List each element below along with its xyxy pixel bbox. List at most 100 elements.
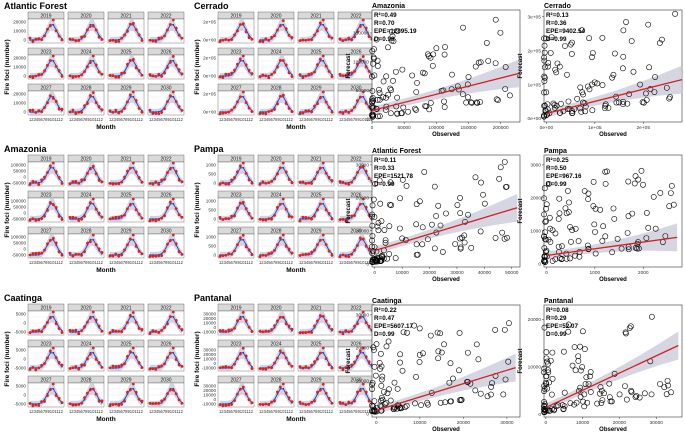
observed-point (330, 179, 334, 182)
forecast-point (365, 29, 368, 31)
observed-point (137, 249, 141, 253)
forecast-point (178, 70, 180, 73)
observed-point (338, 400, 342, 404)
data-point (541, 73, 548, 80)
data-point (549, 227, 556, 234)
observed-point (166, 171, 169, 174)
facet-year: 2026 (350, 193, 361, 199)
observed-point (290, 35, 294, 39)
data-point (426, 106, 433, 113)
data-point (667, 190, 674, 197)
data-point (566, 199, 572, 206)
facet-year: 2028 (80, 86, 91, 92)
data-point (611, 215, 618, 222)
data-point (370, 403, 377, 410)
observed-point (57, 250, 61, 254)
observed-point (60, 253, 64, 257)
observed-point (54, 356, 58, 360)
forecast-point (322, 95, 325, 98)
observed-point (298, 219, 302, 223)
forecast-point (282, 238, 285, 241)
observed-point (278, 166, 282, 170)
data-point (387, 110, 394, 117)
y-tick-label: 5000 (16, 312, 27, 317)
observed-point (270, 328, 274, 331)
data-point (587, 389, 594, 395)
observed-point (168, 388, 172, 392)
data-point (622, 383, 628, 390)
forecast-point (288, 213, 290, 216)
data-point (369, 243, 375, 250)
observed-point (60, 331, 64, 334)
observed-point (40, 251, 44, 255)
observed-point (34, 329, 38, 333)
observed-point (278, 236, 282, 240)
observed-point (258, 112, 262, 115)
observed-point (324, 64, 328, 68)
y-tick-label: 10000 (203, 321, 216, 326)
observed-point (131, 382, 135, 386)
observed-point (284, 102, 288, 105)
observed-point (341, 332, 345, 336)
data-point (424, 399, 431, 406)
observed-point (238, 164, 242, 168)
observed-point (356, 390, 359, 394)
observed-point (353, 399, 356, 403)
observed-point (83, 178, 86, 182)
observed-point (166, 28, 169, 32)
stat-label: R=0.50 (546, 165, 567, 172)
data-point (435, 202, 442, 209)
observed-point (327, 105, 331, 109)
observed-point (310, 363, 314, 367)
data-point (572, 252, 578, 259)
observed-point (51, 96, 55, 100)
forecast-point (239, 315, 242, 318)
data-point (429, 62, 436, 69)
observed-point (171, 18, 175, 22)
data-point (648, 391, 655, 398)
data-point (589, 107, 596, 114)
forecast-point (239, 238, 242, 241)
observed-point (244, 319, 248, 322)
stat-label: R²=0.22 (374, 307, 397, 314)
y-tick-label: -5000 (14, 330, 26, 335)
y-axis-label: Fire foci (number) (194, 331, 201, 386)
observed-point (46, 27, 49, 31)
observed-point (313, 177, 316, 181)
observed-point (330, 253, 334, 257)
y-tick-label: 0 (213, 397, 216, 402)
forecast-point (80, 37, 83, 40)
x-tick-label: 2e+05 (637, 125, 651, 131)
observed-point (281, 233, 285, 237)
observed-point (128, 388, 132, 392)
observed-point (361, 55, 365, 58)
stat-label: EPE=1521.78 (374, 173, 414, 180)
observed-point (327, 397, 331, 400)
data-point (549, 258, 556, 264)
observed-point (330, 110, 334, 114)
data-point (543, 381, 550, 387)
y-axis-label: Fire foci (number) (4, 182, 11, 237)
observed-point (174, 26, 178, 30)
observed-point (100, 251, 104, 254)
forecast-point (279, 351, 282, 354)
data-point (541, 64, 548, 71)
observed-point (166, 66, 169, 69)
facet-year: 2030 (160, 86, 171, 92)
observed-point (48, 24, 52, 28)
data-point (545, 59, 552, 66)
observed-point (37, 404, 41, 407)
data-point (458, 396, 465, 403)
forecast-point (69, 254, 71, 256)
forecast-point (322, 59, 325, 62)
data-point (441, 341, 447, 348)
observed-point (264, 112, 268, 116)
data-point (456, 367, 462, 374)
observed-point (301, 215, 305, 219)
data-point (370, 196, 377, 203)
observed-point (54, 29, 58, 33)
forecast-point (149, 218, 151, 220)
facet-year: 2021 (120, 157, 131, 163)
y-tick-label: 0 (23, 110, 26, 115)
y-tick-label: 1000 (206, 199, 217, 204)
